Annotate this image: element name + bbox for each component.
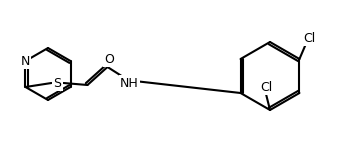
Text: N: N <box>21 55 30 67</box>
Text: O: O <box>105 53 114 65</box>
Text: NH: NH <box>120 77 139 89</box>
Text: Cl: Cl <box>303 32 316 45</box>
Text: S: S <box>54 77 62 89</box>
Text: Cl: Cl <box>260 81 272 93</box>
